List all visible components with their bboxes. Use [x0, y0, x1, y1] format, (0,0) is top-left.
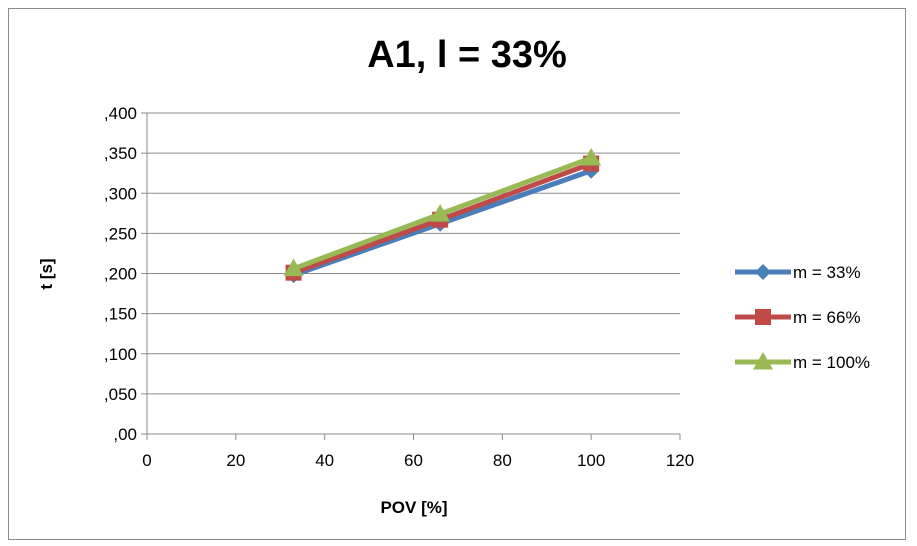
legend-swatch-marker: [755, 309, 771, 325]
x-axis-title: POV [%]: [380, 498, 447, 517]
legend-label: m = 33%: [793, 263, 861, 282]
x-tick-label: 80: [493, 451, 512, 470]
legend-label: m = 100%: [793, 353, 870, 372]
y-tick-label: ,050: [104, 385, 137, 404]
legend-label: m = 66%: [793, 308, 861, 327]
legend-swatch-marker: [755, 264, 771, 280]
data-point: [581, 147, 602, 166]
y-tick-label: ,100: [104, 345, 137, 364]
gridlines: [147, 112, 680, 435]
axes: ,00 ,050 ,100 ,150 ,200 ,250 ,300 ,350 ,400 0 20 40…: [104, 104, 694, 470]
x-tick-label: 120: [666, 451, 694, 470]
legend: m = 33% m = 66% m = 100%: [735, 263, 870, 372]
y-tick-label: ,350: [104, 144, 137, 163]
x-tick-label: 100: [577, 451, 605, 470]
y-tick-label: ,00: [113, 425, 137, 444]
legend-item: m = 66%: [735, 308, 861, 327]
x-tick-label: 0: [142, 451, 151, 470]
y-tick-label: ,300: [104, 184, 137, 203]
legend-item: m = 33%: [735, 263, 861, 282]
legend-swatch-marker: [753, 352, 773, 370]
x-tick-label: 60: [404, 451, 423, 470]
chart-title: A1, l = 33%: [367, 34, 567, 76]
series-lines: [283, 147, 602, 284]
series-3: [283, 147, 602, 277]
y-tick-label: ,400: [104, 104, 137, 123]
x-tick-label: 20: [226, 451, 245, 470]
x-tick-label: 40: [315, 451, 334, 470]
y-tick-label: ,200: [104, 265, 137, 284]
y-axis-title: t [s]: [37, 258, 56, 289]
legend-item: m = 100%: [735, 352, 870, 372]
y-tick-label: ,150: [104, 305, 137, 324]
data-point: [283, 258, 304, 277]
y-tick-label: ,250: [104, 224, 137, 243]
data-point: [430, 204, 451, 222]
